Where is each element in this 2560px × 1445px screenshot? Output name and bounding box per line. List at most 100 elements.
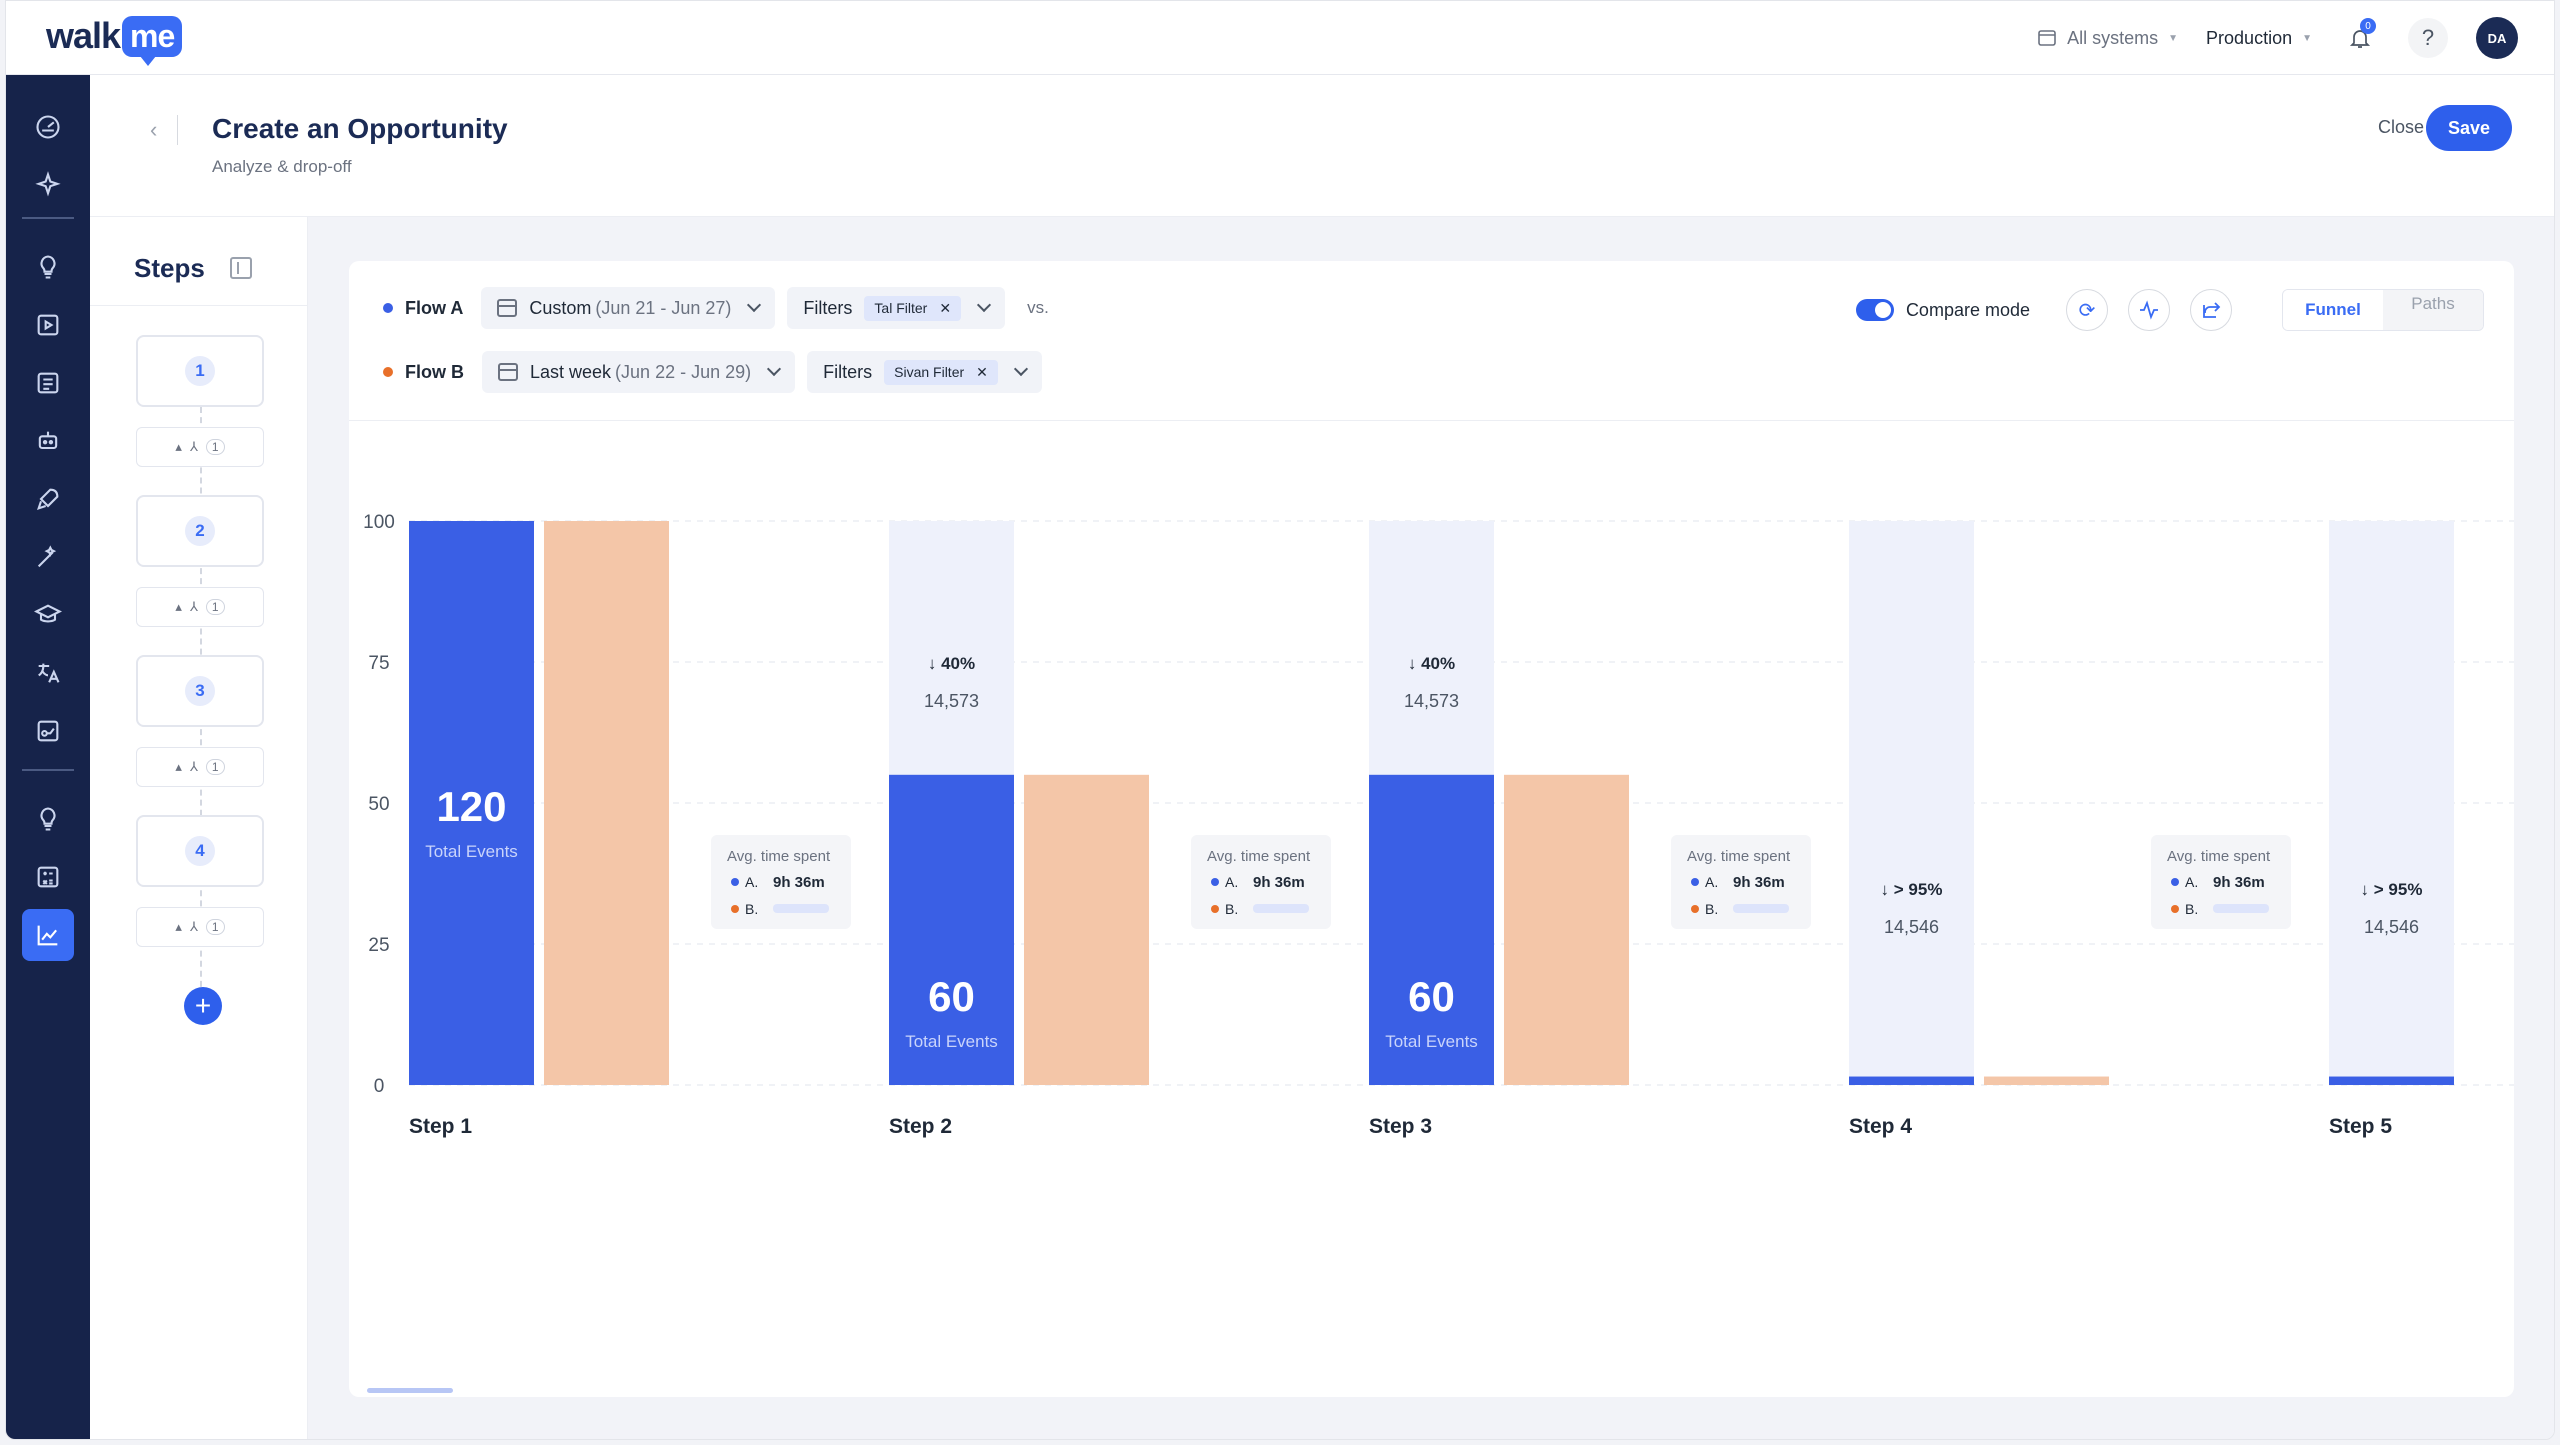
share-button[interactable] xyxy=(2190,289,2232,331)
back-button[interactable]: ‹ xyxy=(150,115,179,145)
logo-bubble: me xyxy=(122,15,183,66)
rail-divider xyxy=(22,217,74,219)
total-events-value: 60 xyxy=(928,973,975,1020)
workflow-icon[interactable] xyxy=(22,705,74,757)
avg-time-b-placeholder xyxy=(773,904,829,913)
analytics-chart-icon[interactable] xyxy=(22,909,74,961)
bar-series-b xyxy=(1984,1076,2109,1085)
step-number: 3 xyxy=(185,676,215,706)
dropoff-count: 14,573 xyxy=(924,691,979,711)
flow-a-date-picker[interactable]: Custom (Jun 21 - Jun 27) xyxy=(481,287,776,329)
y-tick-label: 100 xyxy=(363,512,395,533)
chevron-down-icon xyxy=(976,297,992,313)
y-tick-label: 25 xyxy=(368,935,389,956)
calculator-icon[interactable] xyxy=(22,851,74,903)
dropoff-percent: ↓ > 95% xyxy=(2361,880,2423,899)
step-number: 2 xyxy=(185,516,215,546)
dropoff-percent: ↓ 40% xyxy=(1408,654,1455,673)
bar-series-a xyxy=(1369,774,1494,1085)
pulse-button[interactable] xyxy=(2128,289,2170,331)
total-events-value: 120 xyxy=(436,783,506,830)
avg-time-a-value: 9h 36m xyxy=(1733,874,1785,891)
step-connection-4[interactable]: ▴ ⅄ 1 xyxy=(136,907,264,947)
translate-icon[interactable] xyxy=(22,647,74,699)
logo-text: walk xyxy=(46,15,121,56)
add-step-button[interactable]: + xyxy=(184,987,222,1025)
x-tick-label: Step 1 xyxy=(409,1115,472,1138)
systems-selector[interactable]: All systems ▼ xyxy=(2037,28,2178,49)
video-icon[interactable] xyxy=(22,299,74,351)
tab-funnel[interactable]: Funnel xyxy=(2283,290,2383,330)
flow-b-filters[interactable]: Filters Sivan Filter ✕ xyxy=(807,351,1042,393)
bar-series-a xyxy=(409,521,534,1085)
chart-scrollbar[interactable] xyxy=(367,1388,453,1393)
magic-wand-icon[interactable] xyxy=(22,531,74,583)
avatar[interactable]: DA xyxy=(2476,17,2518,59)
page-header: ‹ Create an Opportunity Analyze & drop-o… xyxy=(90,75,2554,217)
avg-time-b-label: B. xyxy=(1225,901,1238,917)
series-b-dot xyxy=(2171,905,2179,913)
close-icon[interactable]: ✕ xyxy=(976,363,988,380)
avg-time-b-placeholder xyxy=(1733,904,1789,913)
refresh-button[interactable]: ⟳ xyxy=(2066,289,2108,331)
filter-tag[interactable]: Sivan Filter ✕ xyxy=(884,359,998,385)
x-tick-label: Step 2 xyxy=(889,1115,952,1138)
bar-series-b xyxy=(1024,774,1149,1085)
main-area: Flow A Custom (Jun 21 - Jun 27) Filters … xyxy=(308,217,2554,1439)
bar-series-a xyxy=(1849,1076,1974,1085)
graduation-cap-icon[interactable] xyxy=(22,589,74,641)
step-card-3[interactable]: 3 xyxy=(136,655,264,727)
notifications-button[interactable]: 0 xyxy=(2340,18,2380,58)
bar-track xyxy=(2329,521,2454,1085)
list-icon[interactable] xyxy=(22,357,74,409)
share-icon xyxy=(2203,302,2221,318)
step-card-2[interactable]: 2 xyxy=(136,495,264,567)
dashboard-icon[interactable] xyxy=(22,101,74,153)
y-tick-label: 0 xyxy=(374,1076,385,1097)
dropoff-count: 14,573 xyxy=(1404,691,1459,711)
walkme-logo[interactable]: walk me xyxy=(46,15,183,66)
systems-label: All systems xyxy=(2067,27,2159,48)
rocket-icon[interactable] xyxy=(22,473,74,525)
lightbulb-icon[interactable] xyxy=(22,241,74,293)
robot-icon[interactable] xyxy=(22,415,74,467)
flow-b-date-picker[interactable]: Last week (Jun 22 - Jun 29) xyxy=(482,351,796,393)
help-button[interactable]: ? xyxy=(2408,18,2448,58)
collapse-panel-icon[interactable] xyxy=(230,257,252,279)
ai-sparkle-icon[interactable] xyxy=(22,159,74,211)
caret-up-icon: ▴ xyxy=(175,759,182,774)
bar-series-b xyxy=(544,521,669,1085)
avg-time-b-label: B. xyxy=(745,901,758,917)
top-bar: walk me All systems ▼ Production ▼ 0 ? D… xyxy=(6,1,2554,75)
filter-tag[interactable]: Tal Filter ✕ xyxy=(864,295,962,321)
avg-time-title: Avg. time spent xyxy=(727,848,831,865)
close-icon[interactable]: ✕ xyxy=(939,299,952,316)
avg-time-a-value: 9h 36m xyxy=(2213,874,2265,891)
chevron-left-icon: ‹ xyxy=(150,117,158,142)
environment-selector[interactable]: Production ▼ xyxy=(2206,28,2312,49)
window-icon xyxy=(2038,30,2056,46)
tab-paths[interactable]: Paths xyxy=(2383,290,2483,330)
bar-track xyxy=(1849,521,1974,1085)
series-a-dot xyxy=(1691,878,1699,886)
step-connection-2[interactable]: ▴ ⅄ 1 xyxy=(136,587,264,627)
step-card-4[interactable]: 4 xyxy=(136,815,264,887)
insights-icon[interactable] xyxy=(22,793,74,845)
step-connection-3[interactable]: ▴ ⅄ 1 xyxy=(136,747,264,787)
step-card-1[interactable]: 1 xyxy=(136,335,264,407)
date-label: Last week xyxy=(530,361,612,382)
nav-rail xyxy=(6,75,90,1439)
bar-series-a xyxy=(889,774,1014,1085)
save-button[interactable]: Save xyxy=(2425,105,2512,151)
flow-b-label: Flow B xyxy=(405,361,464,382)
x-tick-label: Step 3 xyxy=(1369,1115,1432,1138)
step-connection-1[interactable]: ▴ ⅄ 1 xyxy=(136,427,264,467)
pulse-icon xyxy=(2140,300,2158,320)
chevron-down-icon xyxy=(767,361,782,377)
branch-icon: ⅄ xyxy=(189,439,198,454)
flow-a-filters[interactable]: Filters Tal Filter ✕ xyxy=(787,287,1006,329)
step-number: 1 xyxy=(185,356,215,386)
total-events-label: Total Events xyxy=(905,1032,998,1051)
compare-mode-toggle[interactable] xyxy=(1855,299,1894,321)
close-button[interactable]: Close xyxy=(2377,117,2424,137)
